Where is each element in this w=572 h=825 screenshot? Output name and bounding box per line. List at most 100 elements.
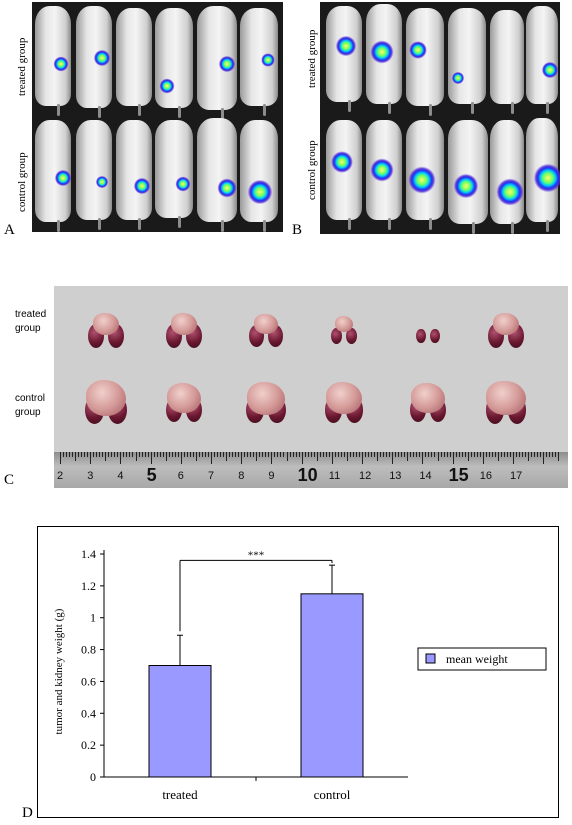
ruler-tick — [325, 452, 327, 457]
ruler-tick — [509, 452, 511, 457]
legend-label: mean weight — [446, 652, 508, 666]
ruler-tick — [162, 452, 164, 457]
ruler-tick — [150, 452, 152, 464]
ruler-tick — [274, 452, 276, 457]
ruler-tick — [404, 452, 406, 457]
panel-a-photo — [32, 2, 283, 232]
ruler-tick — [334, 452, 336, 457]
panel-a-mouse-tail — [221, 220, 224, 232]
significance-marker: *** — [248, 549, 265, 561]
ruler-tick — [304, 452, 306, 457]
panel-b-label: B — [292, 222, 303, 238]
y-tick-label: 0.4 — [81, 706, 96, 720]
ruler-tick — [546, 452, 548, 457]
ruler-tick — [217, 452, 219, 457]
y-tick-label: 0 — [90, 770, 96, 784]
ruler-tick — [144, 452, 146, 457]
ruler-tick — [519, 452, 521, 457]
ruler-tick — [69, 452, 71, 457]
ruler-tick — [401, 452, 403, 457]
tumor — [167, 383, 201, 413]
panel-b-bioluminescence-signal — [326, 146, 358, 178]
kidney — [416, 328, 426, 344]
ruler-tick — [355, 452, 357, 457]
ruler-tick — [186, 452, 188, 457]
y-tick-label: 0.8 — [81, 643, 96, 657]
panel-a-bioluminescence-signal — [215, 52, 239, 76]
tumor — [93, 313, 119, 335]
panel-b-photo — [320, 2, 560, 234]
ruler-tick — [292, 452, 294, 457]
panel-b-mouse — [526, 6, 558, 104]
ruler-tick — [368, 452, 370, 457]
ruler-tick — [204, 452, 206, 457]
ruler-tick — [81, 452, 83, 457]
panel-a-treated-label: treated group — [16, 37, 28, 96]
ruler-number: 15 — [448, 465, 469, 485]
ruler-tick — [416, 452, 418, 457]
tumor — [486, 380, 526, 416]
ruler-tick — [488, 452, 490, 457]
ruler-tick — [96, 452, 98, 457]
panel-a-mouse-tail — [98, 218, 101, 230]
panel-b-treated-label: treated group — [306, 29, 318, 88]
ruler-tick — [177, 452, 179, 457]
panel-a-label: A — [4, 222, 15, 238]
panel-d-label: D — [22, 805, 33, 821]
ruler-tick — [244, 452, 246, 457]
ruler-tick — [494, 452, 496, 457]
panel-b-bioluminescence-signal — [402, 160, 442, 200]
panel-b-bioluminescence-signal — [405, 37, 431, 63]
chart-frame — [37, 526, 559, 818]
ruler-tick — [398, 452, 400, 457]
panel-b-mouse-tail — [511, 102, 514, 114]
ruler-tick — [552, 452, 554, 457]
ruler-tick — [99, 452, 101, 457]
ruler-tick — [141, 452, 143, 457]
panel-a-bioluminescence-signal — [156, 75, 178, 97]
panel-a-bioluminescence-signal — [50, 53, 72, 75]
ruler-tick — [156, 452, 158, 457]
ruler-tick — [192, 452, 194, 457]
panel-a-mouse-tail — [57, 220, 60, 232]
panel-b-bioluminescence-signal — [490, 172, 530, 212]
ruler-tick — [500, 452, 502, 457]
ruler-tick — [268, 452, 270, 457]
ruler-tick — [340, 452, 342, 457]
panel-b-bioluminescence-signal — [331, 31, 361, 61]
panel-a-bioluminescence-signal — [172, 173, 194, 195]
panel-c-treated-line1: treated — [15, 309, 47, 320]
ruler-tick — [464, 452, 466, 457]
tumor — [85, 380, 127, 416]
ruler-tick — [374, 452, 376, 457]
panel-b-mouse — [490, 10, 524, 104]
panel-a-mouse-tail — [178, 216, 181, 228]
ruler-tick — [174, 452, 176, 457]
bar-treated — [148, 665, 212, 778]
ruler-tick — [159, 452, 161, 457]
y-tick-label: 1 — [90, 611, 96, 625]
tumor — [171, 313, 197, 335]
ruler-number: 2 — [57, 470, 64, 482]
ruler-tick — [479, 452, 481, 457]
panel-b-bioluminescence-signal — [527, 157, 560, 199]
ruler-tick — [265, 452, 267, 457]
ruler-number: 3 — [87, 470, 94, 482]
ruler-tick — [241, 452, 243, 464]
ruler-tick — [346, 452, 348, 461]
ruler: 2 3 4 5 6 7 8 9 10 11 12 13 14 15 16 17 — [54, 452, 568, 488]
ruler-number: 17 — [510, 470, 523, 482]
panel-a-bioluminescence-signal — [51, 166, 75, 190]
ruler-tick — [310, 452, 312, 457]
ruler-tick — [540, 452, 542, 457]
ruler-tick — [78, 452, 80, 457]
ruler-tick — [165, 452, 167, 461]
ruler-tick — [295, 452, 297, 457]
panel-a-mouse-tail — [138, 218, 141, 230]
legend-swatch — [425, 653, 436, 664]
ruler-tick — [72, 452, 74, 457]
ruler-tick — [461, 452, 463, 457]
ruler-tick — [386, 452, 388, 457]
panel-c-control-label: control group — [15, 392, 45, 420]
ruler-tick — [75, 452, 77, 461]
